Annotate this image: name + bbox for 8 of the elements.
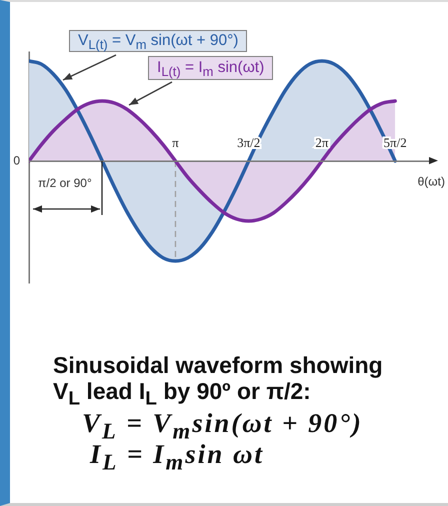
text: Sinusoidal waveform showing V$_{L}$ lead I$_{L}$ by 90º or π/2: <box>53 352 383 410</box>
text: V$_{L(t)}$ = V$_{m}$ sin(ωt + 90°) <box>69 30 248 52</box>
x-tick-label: π <box>172 135 180 150</box>
annotation: 0 <box>13 153 20 168</box>
annotation: π/2 or 90° <box>38 176 92 190</box>
x-axis-title: θ(ωt) <box>418 174 445 188</box>
x-tick-label: 2π <box>315 135 329 150</box>
text: I$_{L(t)}$ = I$_{m}$ sin(ωt) <box>148 56 274 80</box>
